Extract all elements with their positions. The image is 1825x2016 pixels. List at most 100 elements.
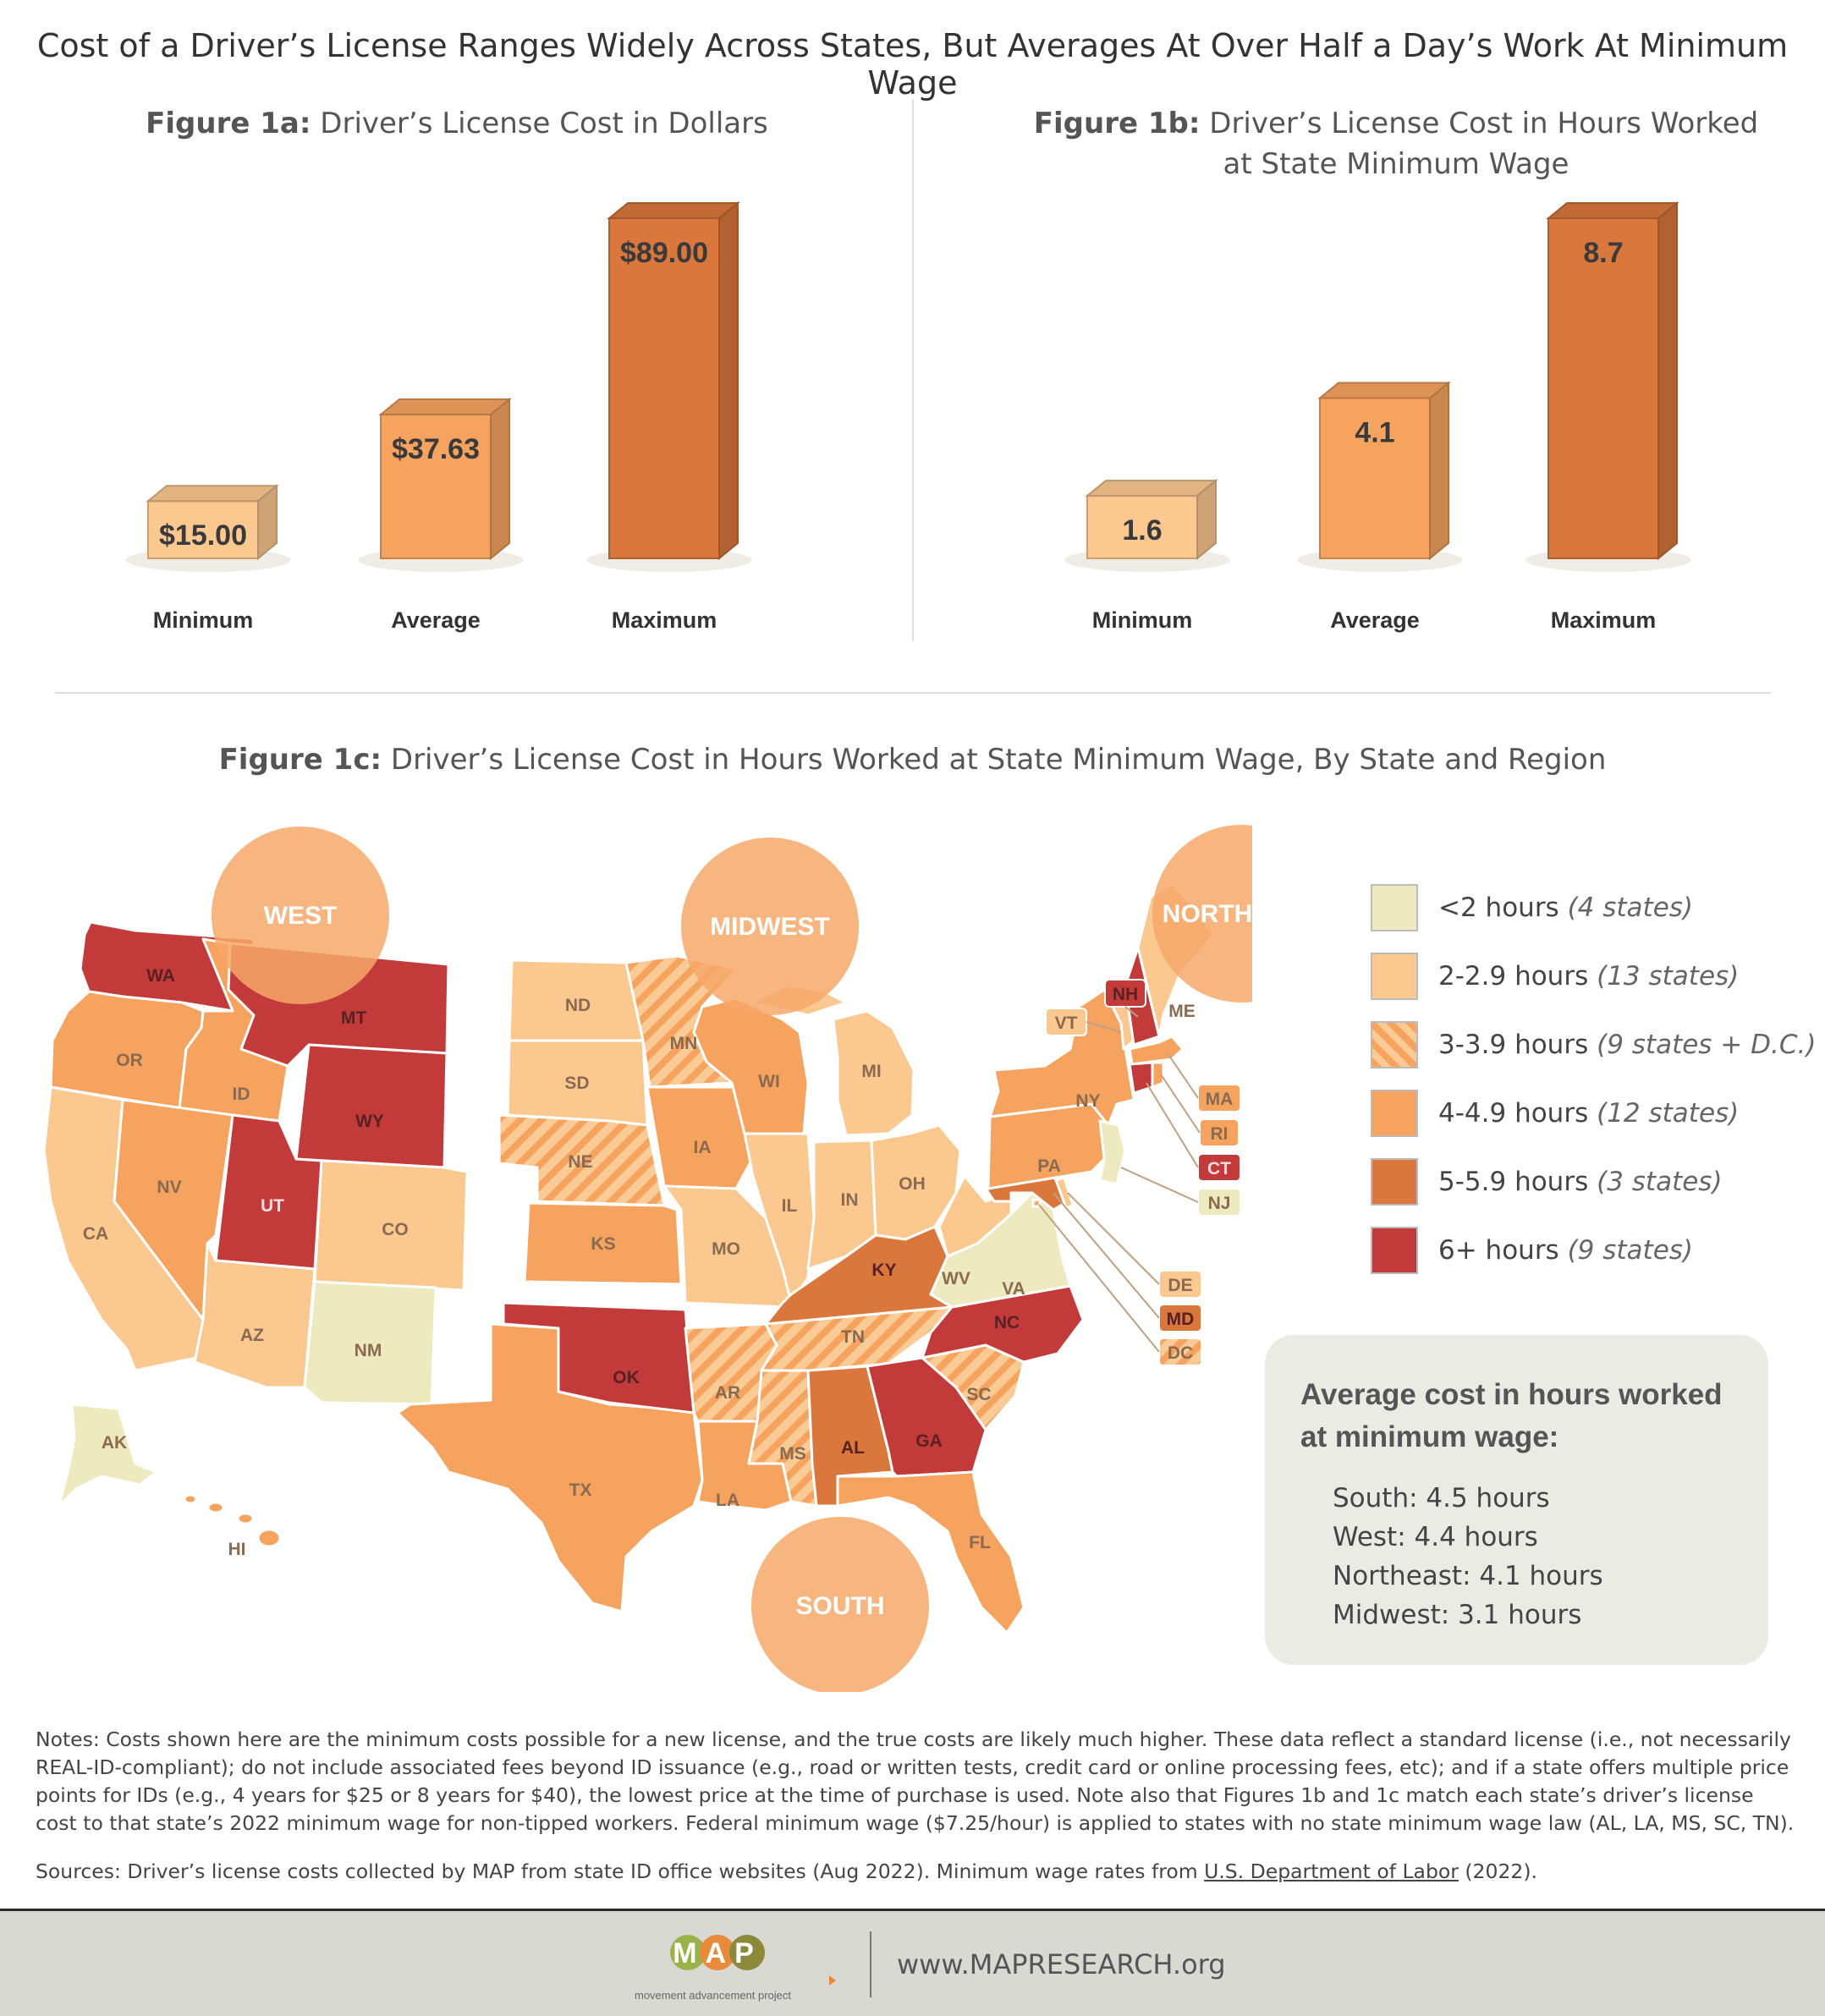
svg-text:DC: DC: [1168, 1343, 1193, 1363]
fig1b-category-minimum: Minimum: [1092, 607, 1193, 633]
figure-1c-label: Figure 1c:: [218, 743, 382, 777]
legend-label-lt2: <2 hours: [1438, 893, 1559, 923]
legend-count-4: (12 states): [1597, 1098, 1740, 1129]
fig1b-bar-maximum: [1525, 201, 1691, 572]
figure-1c-title-text: Driver’s License Cost in Hours Worked at…: [390, 743, 1607, 777]
label-ms: MS: [779, 1444, 806, 1464]
label-ky: KY: [871, 1261, 896, 1280]
label-hi: HI: [228, 1540, 246, 1559]
fig1b-value-average: 4.1: [1355, 417, 1394, 449]
sources-link[interactable]: U.S. Department of Labor: [1204, 1859, 1459, 1883]
callout-vt: VT: [1045, 1008, 1087, 1036]
average-midwest: Midwest: 3.1 hours: [1333, 1600, 1582, 1630]
label-oh: OH: [899, 1174, 926, 1194]
fig1a-category-minimum: Minimum: [153, 607, 254, 633]
state-nj[interactable]: [1098, 1119, 1127, 1186]
label-wv: WV: [942, 1269, 970, 1288]
callout-md: MD: [1158, 1304, 1202, 1332]
fig1a-category-average: Average: [391, 607, 481, 633]
state-hi[interactable]: [183, 1493, 282, 1548]
state-dc[interactable]: [1031, 1198, 1042, 1208]
svg-text:DE: DE: [1168, 1276, 1192, 1295]
horizontal-divider: [55, 692, 1771, 694]
legend-count-lt2: (4 states): [1567, 893, 1694, 923]
label-sd: SD: [564, 1074, 589, 1093]
callout-ct: CT: [1197, 1153, 1241, 1182]
legend-label-4: 4-4.9 hours: [1438, 1098, 1589, 1129]
label-or: OR: [116, 1051, 143, 1070]
label-wy: WY: [355, 1112, 384, 1131]
fig1b-category-maximum: Maximum: [1551, 607, 1657, 633]
region-south-circle: [751, 1517, 929, 1692]
label-ok: OK: [613, 1368, 640, 1387]
state-wy[interactable]: [294, 1043, 448, 1169]
label-tn: TN: [841, 1327, 865, 1347]
state-ri[interactable]: [1151, 1061, 1165, 1089]
fig1b-value-maximum: 8.7: [1583, 237, 1623, 269]
legend-label-6: 6+ hours: [1438, 1235, 1559, 1266]
state-nm[interactable]: [303, 1280, 437, 1406]
label-ca: CA: [83, 1224, 108, 1244]
figure-1a-title-text: Driver’s License Cost in Dollars: [320, 107, 768, 140]
label-ne: NE: [568, 1152, 592, 1172]
fig1a-bar-minimum: [125, 484, 291, 572]
state-ks[interactable]: [523, 1201, 683, 1286]
sources: Sources: Driver’s license costs collecte…: [36, 1859, 1795, 1883]
state-co[interactable]: [313, 1159, 469, 1292]
state-ok[interactable]: [502, 1301, 695, 1414]
legend-count-5: (3 states): [1597, 1167, 1723, 1197]
map-logo[interactable]: MAP: [668, 1933, 838, 1991]
label-mi: MI: [861, 1062, 881, 1081]
callout-nh: NH: [1104, 979, 1146, 1008]
legend-count-3: (9 states + D.C.): [1597, 1030, 1817, 1060]
fig1a-bar-maximum: [586, 201, 752, 572]
svg-text:RI: RI: [1211, 1124, 1229, 1144]
legend-swatch-4: [1371, 1090, 1418, 1137]
sources-prefix: Sources: Driver’s license costs collecte…: [36, 1859, 1205, 1883]
label-wa: WA: [146, 966, 175, 986]
footer-separator: [870, 1931, 871, 1997]
label-il: IL: [782, 1196, 798, 1216]
fig1b-bar-average: [1297, 381, 1463, 572]
figure-1b-title-line2: at State Minimum Wage: [1223, 147, 1569, 181]
label-nv: NV: [157, 1178, 181, 1197]
fig1b-value-minimum: 1.6: [1122, 514, 1162, 547]
state-nc[interactable]: [921, 1284, 1085, 1364]
figure-1b-label: Figure 1b:: [1033, 107, 1201, 140]
vertical-divider: [912, 100, 914, 641]
region-midwest-circle: [681, 838, 859, 1015]
fig1b-bar-minimum: [1064, 478, 1230, 572]
figure-1c-title: Figure 1c: Driver’s License Cost in Hour…: [0, 739, 1825, 780]
legend-swatch-2: [1371, 953, 1418, 1000]
figure-1a-label: Figure 1a:: [146, 107, 311, 140]
average-west: West: 4.4 hours: [1333, 1522, 1538, 1552]
label-ut: UT: [261, 1196, 284, 1216]
average-cost-list: South: 4.5 hours West: 4.4 hours Northea…: [1333, 1479, 1603, 1634]
region-south-label: SOUTH: [796, 1592, 885, 1620]
legend-count-6: (9 states): [1567, 1235, 1694, 1266]
callout-ma: MA: [1197, 1084, 1241, 1112]
footer-url[interactable]: www.MAPRESEARCH.org: [897, 1948, 1226, 1980]
label-ar: AR: [715, 1383, 740, 1403]
fig1a-bar-average: [358, 397, 524, 572]
label-co: CO: [382, 1220, 409, 1239]
average-cost-box: Average cost in hours worked at minimum …: [1265, 1335, 1768, 1665]
callout-dc: DC: [1158, 1338, 1202, 1366]
region-west-label: WEST: [264, 902, 338, 930]
label-sc: SC: [966, 1385, 991, 1404]
state-pa[interactable]: [987, 1102, 1110, 1190]
state-de[interactable]: [1054, 1176, 1075, 1210]
label-nc: NC: [994, 1313, 1020, 1332]
callout-ri: RI: [1199, 1118, 1240, 1147]
label-va: VA: [1002, 1279, 1025, 1299]
state-ak[interactable]: [58, 1403, 158, 1508]
legend-swatch-6: [1371, 1227, 1418, 1274]
label-ak: AK: [102, 1433, 127, 1453]
average-cost-title: Average cost in hours worked at minimum …: [1300, 1378, 1723, 1453]
state-fl[interactable]: [836, 1470, 1025, 1634]
figure-1a-chart: $15.00 Minimum $37.63 Average $89.00 Maximum: [125, 201, 752, 633]
svg-text:MA: MA: [1206, 1090, 1234, 1109]
svg-text:CT: CT: [1207, 1159, 1231, 1178]
sources-suffix: (2022).: [1458, 1859, 1538, 1883]
label-in: IN: [841, 1190, 859, 1210]
